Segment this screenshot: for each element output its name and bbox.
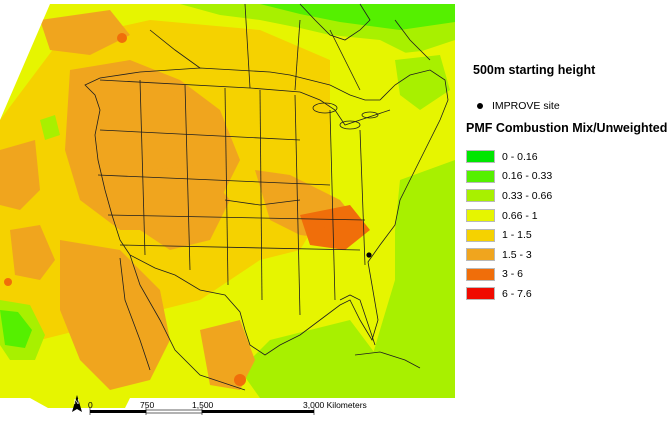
legend-class-label: 0.66 - 1 xyxy=(502,209,538,222)
legend-swatch xyxy=(466,248,495,262)
concentration-field xyxy=(0,4,455,408)
scale-tick-750: 750 xyxy=(140,400,155,410)
legend-class-label: 0.16 - 0.33 xyxy=(502,170,553,183)
class-list: 0 - 0.16 0.16 - 0.33 0.33 - 0.66 0.66 - 1 1 … xyxy=(466,147,552,304)
legend-class-label: 0 - 0.16 xyxy=(502,150,538,163)
north-arrow-label: N xyxy=(74,399,79,406)
legend-swatch xyxy=(466,169,495,183)
scale-tick-0: 0 xyxy=(88,400,93,410)
legend-swatch xyxy=(466,150,495,164)
legend-class-row: 0.16 - 0.33 xyxy=(466,167,552,187)
starting-height-heading: 500m starting height xyxy=(473,63,596,77)
legend-class-label: 0.33 - 0.66 xyxy=(502,189,553,202)
scale-bar: 0 750 1,500 3,000 Kilometers xyxy=(88,400,408,422)
improve-site-legend: IMPROVE site xyxy=(477,100,560,112)
north-arrow: N xyxy=(72,395,82,412)
legend-class-label: 1.5 - 3 xyxy=(502,248,532,261)
map-panel: N 0 750 1,500 3,000 Kilometers xyxy=(0,3,455,422)
legend-class-label: 6 - 7.6 xyxy=(502,287,532,300)
site-dot-icon xyxy=(477,103,483,109)
legend-class-row: 0 - 0.16 xyxy=(466,147,552,167)
scale-tick-1500: 1,500 xyxy=(192,400,214,410)
legend-swatch xyxy=(466,287,495,301)
legend-swatch xyxy=(466,189,495,203)
legend-panel: 500m starting height IMPROVE site PMF Co… xyxy=(455,0,671,427)
improve-site-marker xyxy=(366,252,372,258)
legend-class-row: 1 - 1.5 xyxy=(466,225,552,245)
state-boundaries xyxy=(84,3,449,391)
legend-class-label: 1 - 1.5 xyxy=(502,229,532,242)
legend-class-row: 0.66 - 1 xyxy=(466,206,552,226)
legend-class-row: 6 - 7.6 xyxy=(466,284,552,304)
legend-class-row: 3 - 6 xyxy=(466,265,552,285)
legend-class-row: 1.5 - 3 xyxy=(466,245,552,265)
variable-title: PMF Combustion Mix/Unweighted xyxy=(466,121,668,135)
legend-class-label: 3 - 6 xyxy=(502,268,524,281)
trajectory-residence-map: N xyxy=(0,3,455,412)
scale-tick-3000: 3,000 Kilometers xyxy=(303,400,367,410)
legend-class-row: 0.33 - 0.66 xyxy=(466,186,552,206)
legend-swatch xyxy=(466,209,495,223)
improve-site-label: IMPROVE site xyxy=(492,100,560,112)
legend-swatch xyxy=(466,267,495,281)
legend-swatch xyxy=(466,228,495,242)
